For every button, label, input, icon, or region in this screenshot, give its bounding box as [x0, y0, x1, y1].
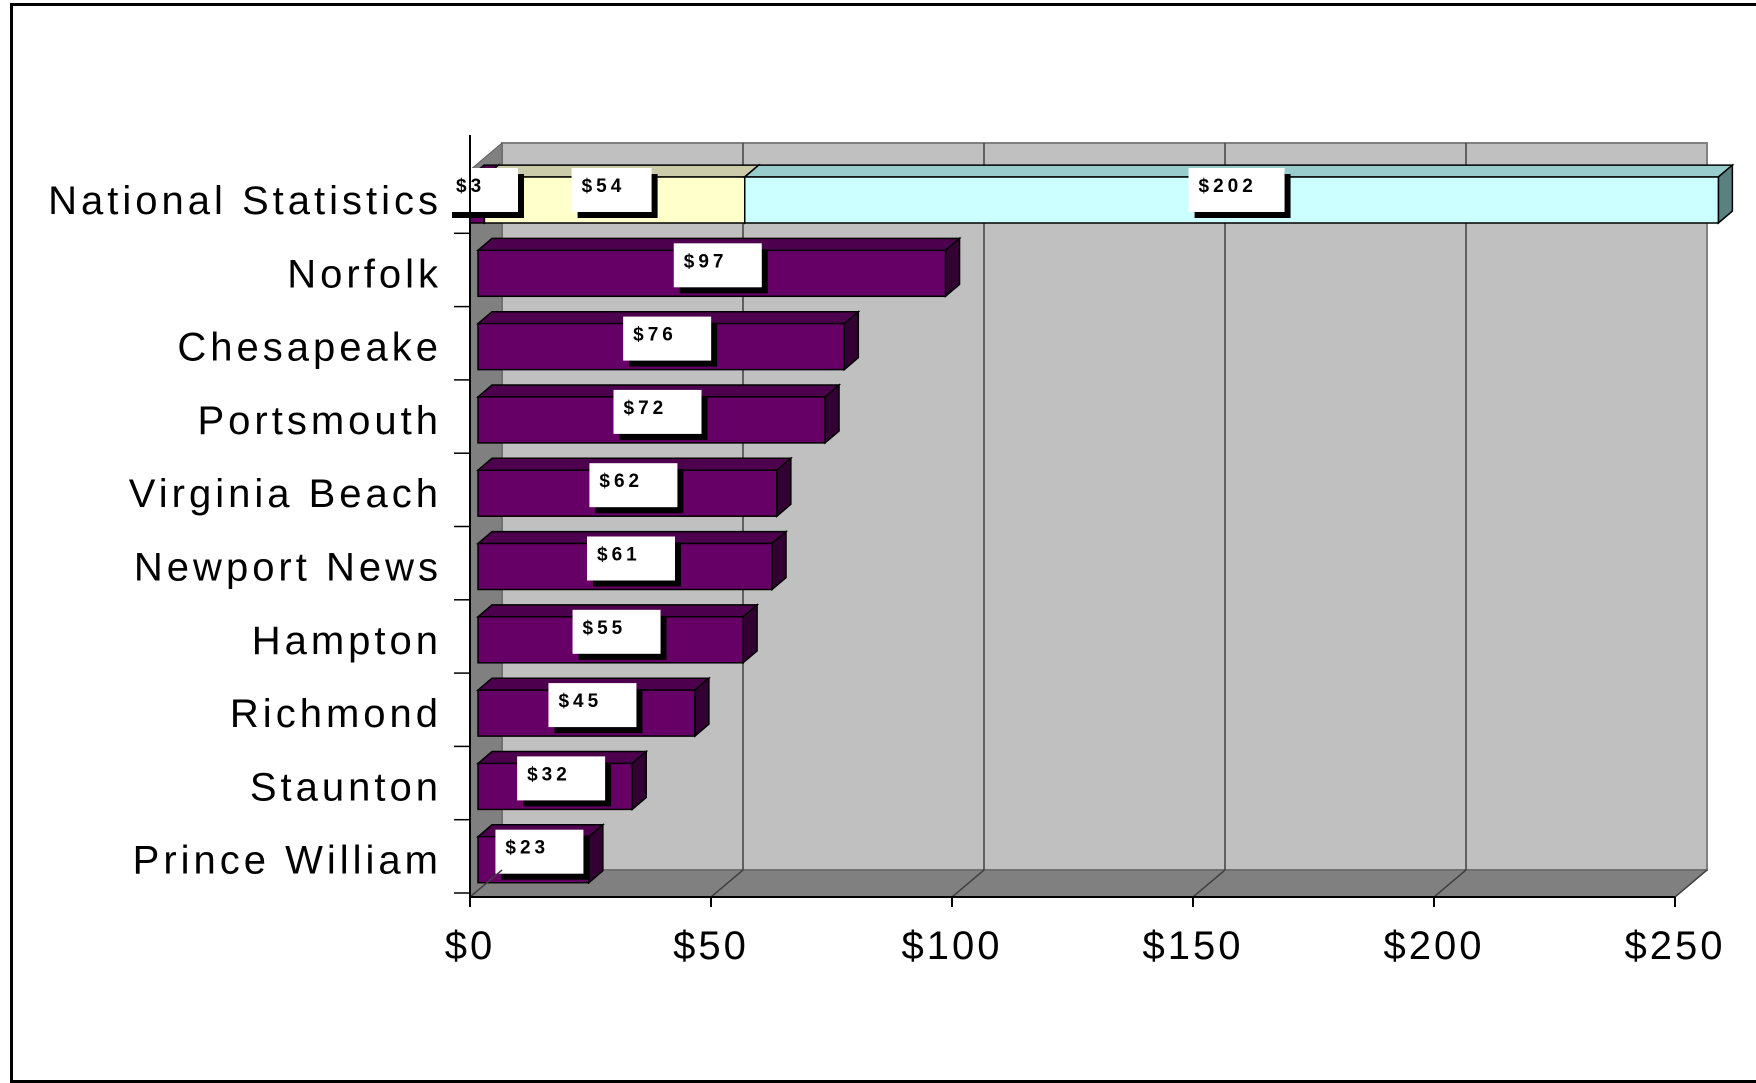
- data-label-box: [572, 609, 661, 654]
- floor-tick: [710, 869, 744, 898]
- data-label-box: [571, 168, 652, 212]
- data-label-text: $55: [583, 618, 627, 639]
- data-label: $62: [589, 463, 684, 514]
- data-label-box: [495, 829, 584, 874]
- data-label-box: [613, 389, 702, 434]
- data-label: $23: [495, 829, 590, 880]
- data-label-text: $76: [633, 325, 677, 346]
- category-label: Newport News: [134, 546, 442, 590]
- category-label: Staunton: [250, 765, 442, 809]
- data-label-text: $54: [582, 176, 626, 197]
- axes: $0 $50 $100 $150 $200 $250 National Statistics…: [48, 135, 1726, 968]
- x-tick-label: $250: [1625, 924, 1726, 968]
- floor-tick: [951, 869, 985, 898]
- category-label: Norfolk: [287, 252, 442, 296]
- category-label: Hampton: [252, 619, 442, 663]
- floor-tick: [1433, 869, 1467, 898]
- data-label: $32: [517, 756, 612, 807]
- data-label-box: [1188, 168, 1285, 212]
- x-tick-label: $200: [1384, 924, 1485, 968]
- data-label: $76: [623, 316, 718, 367]
- data-label-box: [446, 168, 518, 212]
- data-labels: $3 $54 $202 $97 $76 $72 $62 $61 $55 $45 $32 $23: [446, 168, 1291, 880]
- data-label: $54: [571, 168, 658, 218]
- x-tick-label: $50: [673, 924, 749, 968]
- floor-tick: [1674, 869, 1708, 898]
- data-label: $3: [446, 168, 524, 218]
- x-tick-label: $100: [902, 924, 1003, 968]
- data-label-text: $3: [456, 176, 485, 197]
- category-label: Prince William: [133, 839, 442, 883]
- data-label-box: [517, 756, 606, 801]
- data-label: $72: [613, 389, 708, 440]
- data-label-text: $32: [527, 764, 571, 785]
- data-label-text: $72: [624, 398, 668, 419]
- data-label-text: $23: [505, 838, 549, 859]
- x-tick-label: $0: [445, 924, 496, 968]
- data-label-text: $202: [1199, 176, 1257, 197]
- category-label: Portsmouth: [197, 399, 442, 443]
- floor: [468, 869, 1709, 898]
- category-label: National Statistics: [48, 179, 442, 223]
- category-label: Richmond: [230, 692, 442, 736]
- data-label-text: $97: [684, 251, 728, 272]
- data-label: $55: [572, 609, 667, 660]
- data-label-box: [623, 316, 712, 361]
- x-tick-label: $150: [1143, 924, 1244, 968]
- data-label-box: [548, 683, 637, 728]
- data-label: $45: [548, 683, 643, 734]
- floor-tick: [469, 869, 503, 898]
- data-label-text: $45: [558, 691, 602, 712]
- category-label: Virginia Beach: [129, 472, 442, 516]
- category-label: Chesapeake: [177, 326, 442, 370]
- data-label: $97: [673, 243, 768, 294]
- floor-tick: [1192, 869, 1226, 898]
- data-label-text: $61: [597, 545, 641, 566]
- data-label: $202: [1188, 168, 1291, 218]
- data-label: $61: [587, 536, 682, 587]
- data-label-box: [673, 243, 762, 288]
- data-label-box: [589, 463, 678, 508]
- data-label-text: $62: [599, 471, 643, 492]
- data-label-box: [587, 536, 676, 581]
